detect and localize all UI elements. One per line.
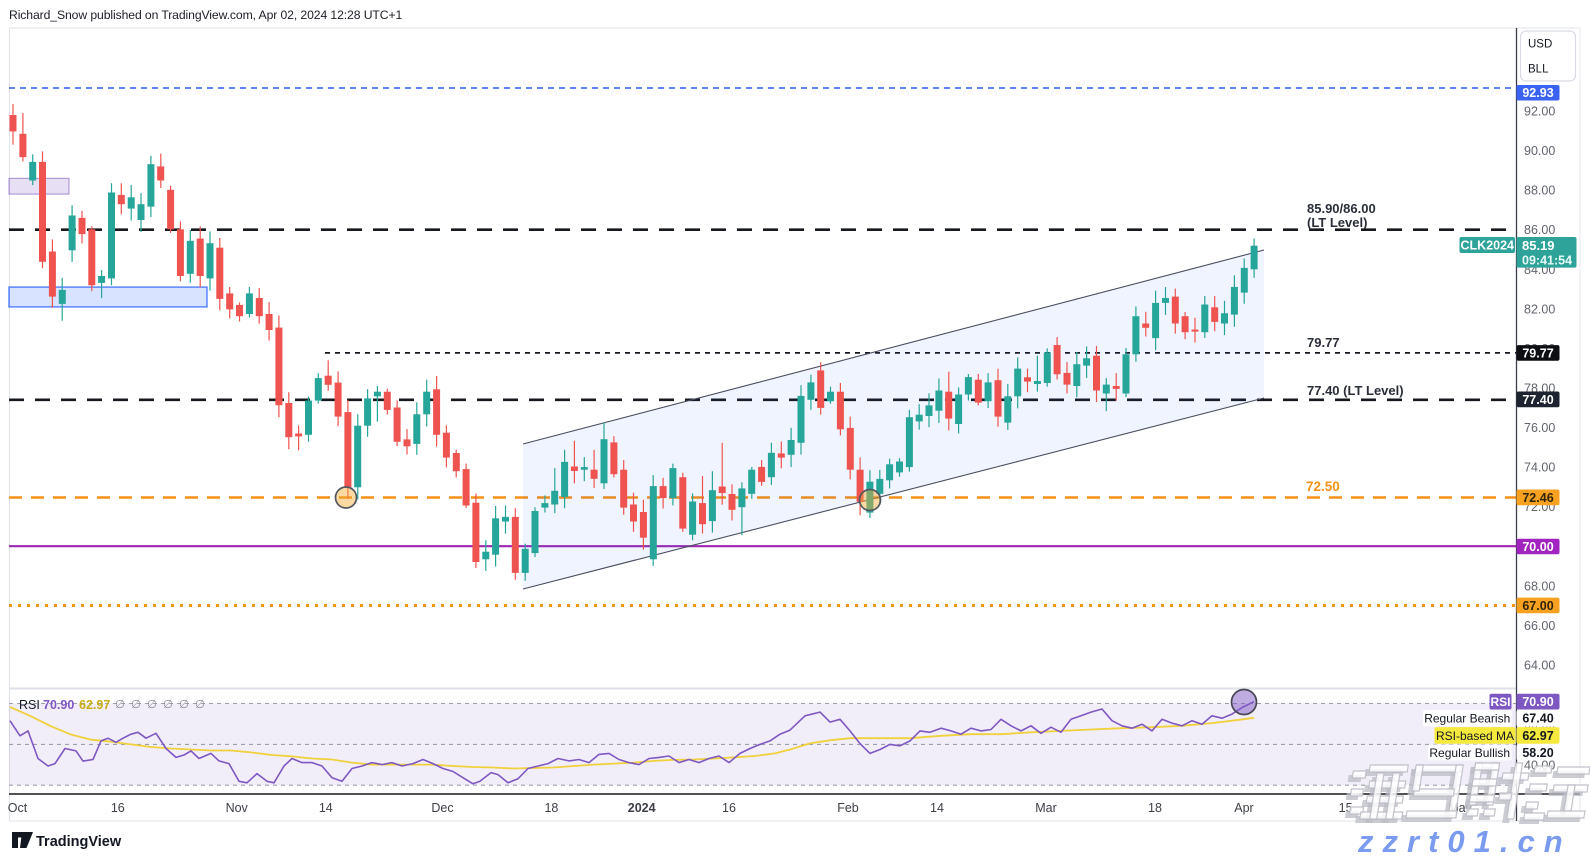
svg-text:70.90: 70.90 bbox=[1522, 695, 1553, 709]
svg-text:76.00: 76.00 bbox=[1524, 421, 1555, 435]
svg-text:∅: ∅ bbox=[115, 699, 125, 711]
svg-text:82.00: 82.00 bbox=[1524, 302, 1555, 316]
svg-text:Richard_Snow published on Trad: Richard_Snow published on TradingView.co… bbox=[9, 8, 402, 22]
svg-text:66.00: 66.00 bbox=[1524, 619, 1555, 633]
svg-text:79.77: 79.77 bbox=[1522, 346, 1553, 360]
svg-text:09:41:54: 09:41:54 bbox=[1522, 254, 1572, 268]
svg-text:77.40 (LT Level): 77.40 (LT Level) bbox=[1307, 383, 1404, 398]
svg-text:58.20: 58.20 bbox=[1522, 746, 1553, 760]
svg-text:92.93: 92.93 bbox=[1522, 86, 1553, 100]
svg-text:Regular Bullish: Regular Bullish bbox=[1429, 746, 1510, 760]
svg-text:88.00: 88.00 bbox=[1524, 184, 1555, 198]
svg-text:67.40: 67.40 bbox=[1522, 712, 1553, 726]
svg-text:16: 16 bbox=[111, 801, 125, 815]
svg-text:62.97: 62.97 bbox=[79, 698, 110, 712]
svg-text:Oct: Oct bbox=[8, 801, 28, 815]
svg-text:92.00: 92.00 bbox=[1524, 105, 1555, 119]
svg-text:RSI-based MA: RSI-based MA bbox=[1436, 729, 1514, 743]
svg-text:BLL: BLL bbox=[1528, 64, 1549, 76]
svg-text:∅: ∅ bbox=[163, 699, 173, 711]
svg-text:14: 14 bbox=[930, 801, 944, 815]
svg-text:TradingView: TradingView bbox=[36, 834, 122, 850]
svg-text:∅: ∅ bbox=[195, 699, 205, 711]
svg-text:(LT Level): (LT Level) bbox=[1307, 215, 1367, 230]
svg-text:77.40: 77.40 bbox=[1522, 393, 1553, 407]
svg-text:zzrt01.cn: zzrt01.cn bbox=[1357, 824, 1572, 857]
svg-text:70.00: 70.00 bbox=[1522, 540, 1553, 554]
svg-text:90.00: 90.00 bbox=[1524, 144, 1555, 158]
svg-text:2024: 2024 bbox=[628, 801, 656, 815]
svg-text:USD: USD bbox=[1528, 39, 1552, 51]
svg-text:74.00: 74.00 bbox=[1524, 461, 1555, 475]
svg-text:Apr: Apr bbox=[1234, 801, 1253, 815]
svg-text:68.00: 68.00 bbox=[1524, 579, 1555, 593]
svg-text:79.77: 79.77 bbox=[1307, 335, 1340, 350]
svg-text:Mar: Mar bbox=[1035, 801, 1057, 815]
svg-text:CLK2024: CLK2024 bbox=[1461, 238, 1515, 252]
svg-text:14: 14 bbox=[319, 801, 333, 815]
svg-text:∅: ∅ bbox=[147, 699, 157, 711]
svg-text:RSI: RSI bbox=[1490, 695, 1510, 709]
svg-text:Dec: Dec bbox=[431, 801, 453, 815]
svg-text:64.00: 64.00 bbox=[1524, 658, 1555, 672]
svg-text:72.46: 72.46 bbox=[1522, 491, 1553, 505]
svg-text:∅: ∅ bbox=[131, 699, 141, 711]
svg-text:RSI: RSI bbox=[19, 698, 40, 712]
svg-text:18: 18 bbox=[544, 801, 558, 815]
svg-text:62.97: 62.97 bbox=[1522, 729, 1553, 743]
svg-text:18: 18 bbox=[1148, 801, 1162, 815]
svg-text:Nov: Nov bbox=[226, 801, 249, 815]
svg-text:Regular Bearish: Regular Bearish bbox=[1424, 712, 1510, 726]
svg-text:85.19: 85.19 bbox=[1522, 238, 1555, 253]
svg-text:70.90: 70.90 bbox=[43, 698, 74, 712]
svg-text:∅: ∅ bbox=[179, 699, 189, 711]
svg-text:86.00: 86.00 bbox=[1524, 223, 1555, 237]
svg-text:67.00: 67.00 bbox=[1522, 599, 1553, 613]
svg-text:72.50: 72.50 bbox=[1306, 479, 1340, 494]
svg-text:16: 16 bbox=[722, 801, 736, 815]
svg-text:85.90/86.00: 85.90/86.00 bbox=[1307, 201, 1376, 216]
svg-text:Feb: Feb bbox=[837, 801, 859, 815]
